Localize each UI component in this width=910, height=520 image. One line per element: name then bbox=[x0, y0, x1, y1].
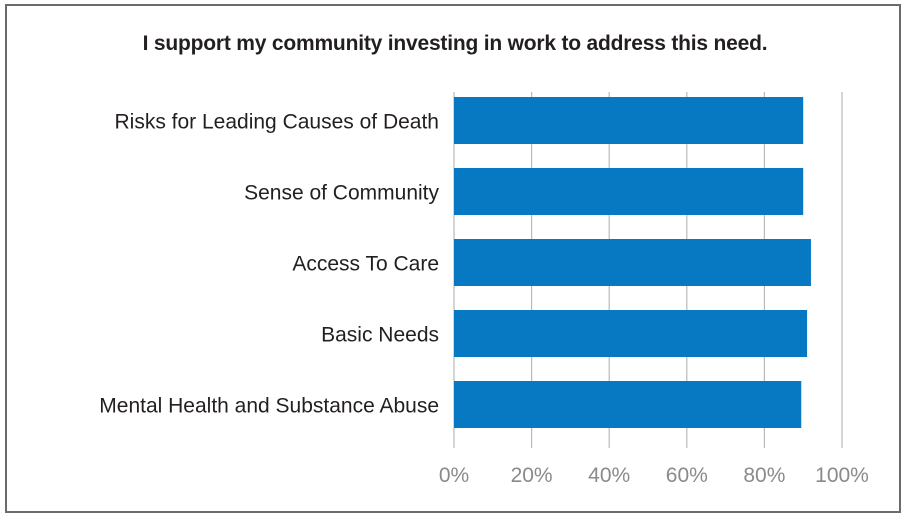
category-label: Sense of Community bbox=[244, 182, 439, 205]
x-tick-label: 60% bbox=[666, 464, 708, 487]
x-tick-label: 0% bbox=[439, 464, 469, 487]
x-tick-label: 100% bbox=[815, 464, 869, 487]
category-label: Risks for Leading Causes of Death bbox=[114, 111, 439, 134]
x-tick-label: 20% bbox=[511, 464, 553, 487]
bar bbox=[454, 97, 804, 144]
bar bbox=[454, 310, 808, 357]
category-label: Basic Needs bbox=[321, 324, 439, 347]
x-tick-label: 80% bbox=[743, 464, 785, 487]
category-labels: Risks for Leading Causes of Death Sense o… bbox=[99, 111, 439, 418]
chart-title: I support my community investing in work… bbox=[142, 32, 768, 55]
bars bbox=[454, 97, 811, 428]
bar bbox=[454, 239, 811, 286]
x-tick-labels: 0% 20% 40% 60% 80% 100% bbox=[439, 464, 869, 487]
bar bbox=[454, 168, 804, 215]
category-separators bbox=[30, 158, 452, 444]
category-label: Access To Care bbox=[292, 253, 439, 276]
bar bbox=[454, 381, 802, 428]
category-label: Mental Health and Substance Abuse bbox=[99, 395, 439, 418]
x-tick-label: 40% bbox=[588, 464, 630, 487]
